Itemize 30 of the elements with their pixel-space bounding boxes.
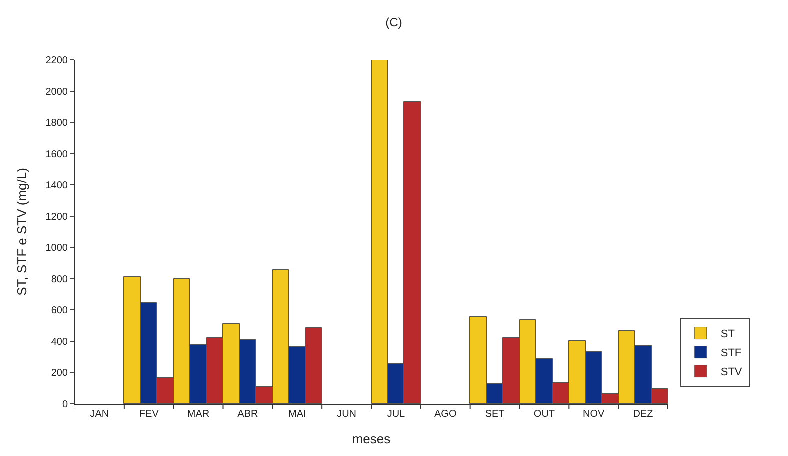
x-tick-label: ABR — [238, 409, 258, 420]
y-tick-label: 1400 — [46, 180, 68, 192]
legend-label: STF — [720, 348, 742, 360]
y-tick-label: 400 — [51, 336, 68, 348]
x-tick-label: DEZ — [633, 409, 654, 420]
x-tick-label: JUN — [337, 409, 357, 420]
y-tick-label: 600 — [51, 306, 68, 317]
x-tick-label: SET — [485, 409, 505, 420]
x-tick-label: NOV — [583, 409, 606, 420]
y-tick-label: 1200 — [46, 212, 68, 223]
x-tick-label: MAI — [288, 409, 306, 420]
legend-label: STV — [720, 366, 743, 379]
x-tick-label: AGO — [434, 409, 457, 420]
y-tick-label: 200 — [51, 368, 68, 380]
y-axis-title: ST, STF e STV (mg/L) — [14, 168, 30, 296]
legend-label: ST — [720, 328, 736, 341]
y-tick-label: 2200 — [46, 56, 68, 66]
x-tick-label: MAR — [187, 409, 210, 420]
y-tick-label: 1000 — [46, 243, 68, 254]
y-tick-label: 1800 — [46, 118, 68, 130]
y-tick-label: 800 — [51, 274, 68, 286]
x-axis-title: meses — [352, 432, 392, 447]
chart-title: (C) — [386, 16, 402, 30]
x-tick-label: OUT — [534, 409, 556, 420]
y-tick-label: 2000 — [46, 86, 68, 98]
x-tick-label: JAN — [90, 409, 110, 420]
y-tick-label: 1600 — [46, 149, 68, 160]
y-tick-label: 0 — [62, 400, 68, 410]
x-tick-label: FEV — [139, 409, 160, 420]
x-tick-label: JUL — [387, 409, 406, 420]
